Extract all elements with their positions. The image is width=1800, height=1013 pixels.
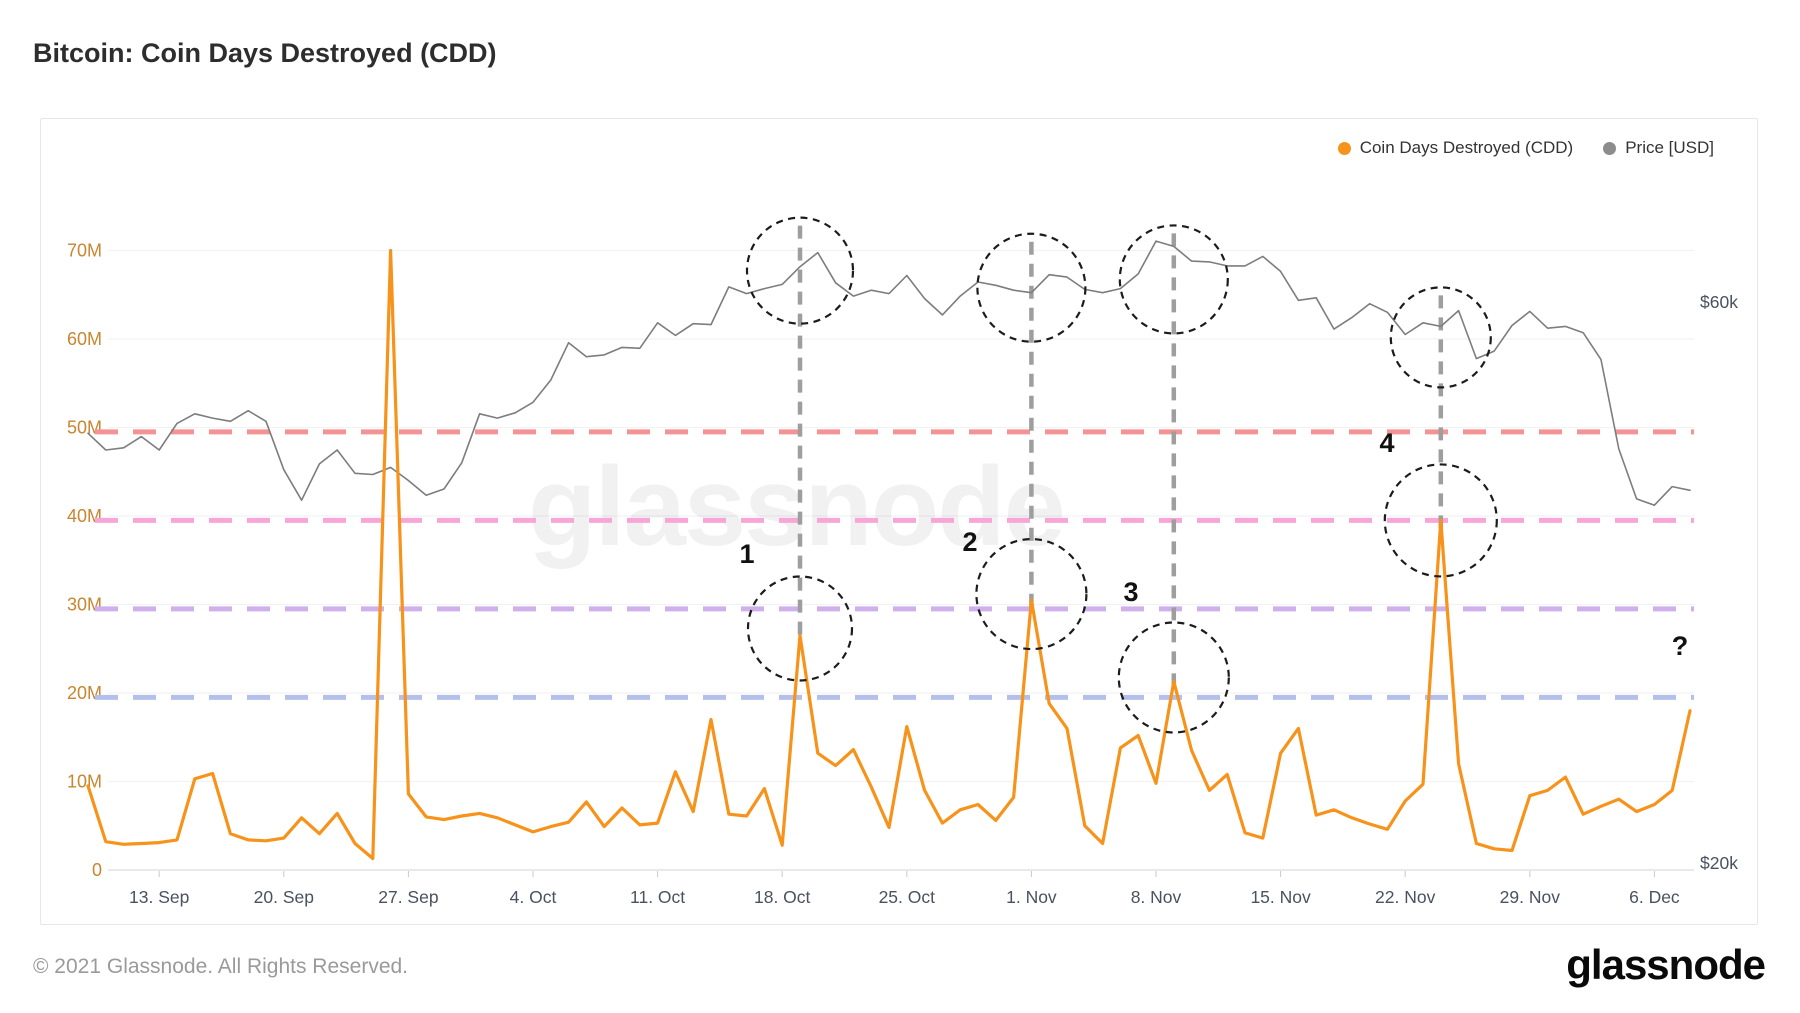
event-number-3: 3 — [1123, 577, 1138, 607]
x-axis-label-8Nov: 8. Nov — [1131, 887, 1182, 907]
event-circle-price-1 — [745, 216, 855, 325]
legend-item-cdd[interactable]: Coin Days Destroyed (CDD) — [1337, 138, 1574, 158]
y-axis-label-10M: 10M — [67, 772, 102, 792]
x-axis-label-27Sep: 27. Sep — [378, 887, 438, 907]
x-axis-label-13Sep: 13. Sep — [129, 887, 189, 907]
page-title: Bitcoin: Coin Days Destroyed (CDD) — [33, 38, 497, 68]
glassnode-watermark: glassnode — [528, 444, 1064, 569]
y-axis-label-50M: 50M — [67, 418, 102, 438]
price-axis-label-$60k: $60k — [1700, 292, 1738, 312]
event-number-2: 2 — [962, 527, 977, 557]
event-circle-cdd-2 — [975, 537, 1088, 651]
event-number-4: 4 — [1379, 428, 1394, 458]
y-axis-label-30M: 30M — [67, 595, 102, 615]
price-axis-label-$20k: $20k — [1700, 853, 1738, 873]
cdd-series-dot-icon — [1337, 141, 1351, 155]
price-series-line — [87, 240, 1691, 506]
x-axis-label-6Dec: 6. Dec — [1629, 887, 1680, 907]
y-axis-label-20M: 20M — [67, 683, 102, 703]
x-axis-label-11Oct: 11. Oct — [630, 887, 685, 907]
legend-label-cdd: Coin Days Destroyed (CDD) — [1359, 138, 1574, 157]
event-circle-cdd-3 — [1117, 621, 1230, 734]
x-axis-label-1Nov: 1. Nov — [1006, 887, 1057, 907]
x-axis-label-29Nov: 29. Nov — [1500, 887, 1561, 907]
y-axis-label-40M: 40M — [67, 506, 102, 526]
event-circle-price-2 — [976, 232, 1087, 343]
x-axis-label-22Nov: 22. Nov — [1375, 887, 1436, 907]
cdd-series-line — [86, 248, 1692, 861]
x-axis-label-4Oct: 4. Oct — [510, 887, 557, 907]
x-axis-label-25Oct: 25. Oct — [879, 887, 936, 907]
y-axis-label-0: 0 — [92, 860, 102, 880]
x-axis-label-15Nov: 15. Nov — [1250, 887, 1311, 907]
y-axis-label-70M: 70M — [67, 241, 102, 261]
glassnode-logo[interactable]: glassnode — [1566, 941, 1766, 988]
price-series-dot-icon — [1603, 141, 1617, 155]
event-circle-cdd-1 — [746, 575, 854, 682]
copyright-text: © 2021 Glassnode. All Rights Reserved. — [33, 955, 409, 978]
y-axis-label-60M: 60M — [67, 329, 102, 349]
event-number-1: 1 — [739, 539, 754, 569]
x-axis-label-18Oct: 18. Oct — [754, 887, 811, 907]
event-circle-cdd-4 — [1383, 463, 1498, 578]
x-axis-label-20Sep: 20. Sep — [254, 887, 314, 907]
event-circle-price-4 — [1389, 286, 1492, 389]
question-mark-label: ? — [1672, 631, 1689, 661]
chart-legend: Coin Days Destroyed (CDD) Price [USD] — [1337, 138, 1714, 158]
legend-item-price[interactable]: Price [USD] — [1603, 138, 1714, 158]
legend-label-price: Price [USD] — [1625, 138, 1714, 157]
event-circle-price-3 — [1118, 224, 1229, 335]
